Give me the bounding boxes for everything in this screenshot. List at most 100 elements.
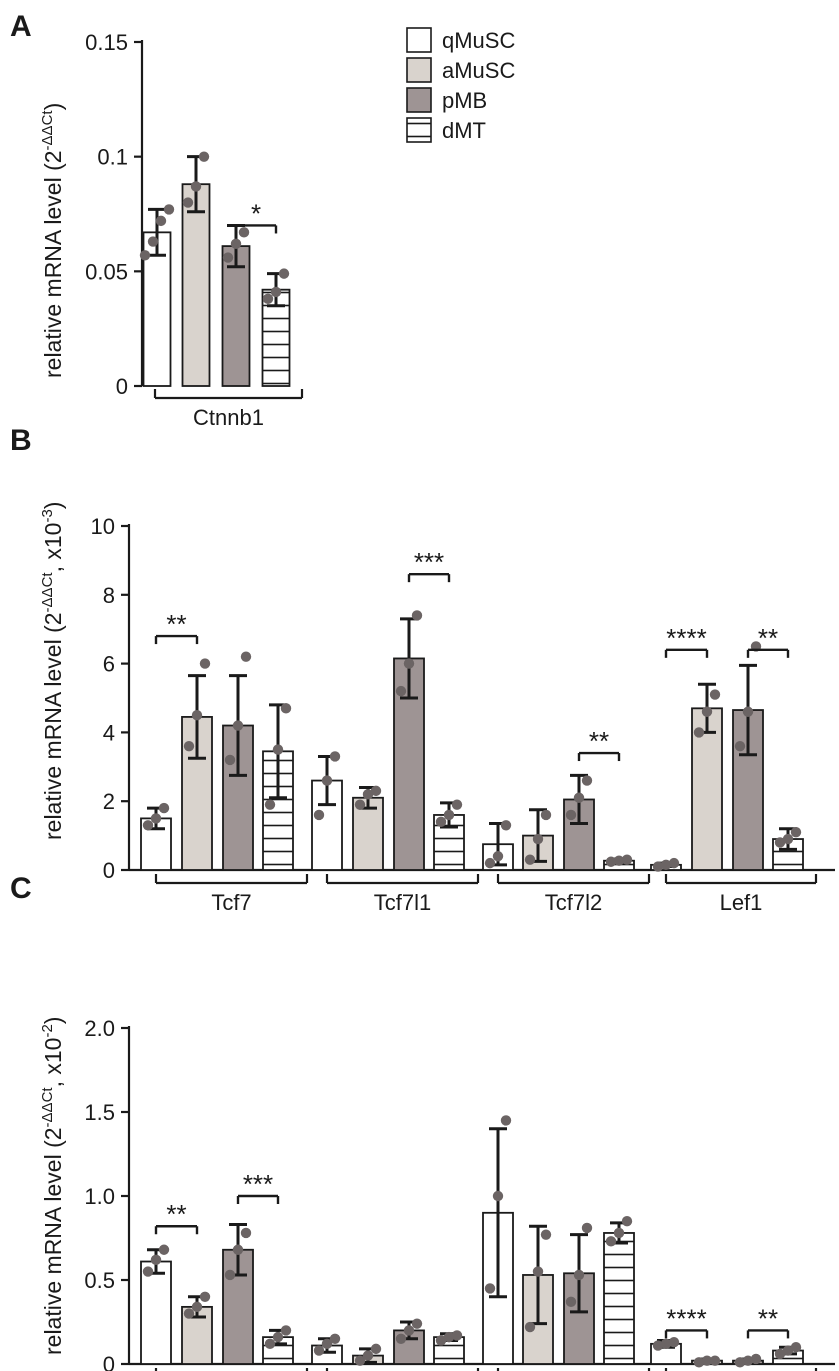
significance-label: **	[166, 1199, 186, 1229]
y-tick-label: 0.5	[84, 1268, 115, 1293]
group-label-tcf7l2: Tcf7l2	[545, 890, 602, 915]
data-point	[484, 857, 496, 869]
data-point	[183, 1308, 195, 1319]
bar-dmt	[603, 1232, 635, 1365]
y-tick-label: 2.0	[84, 1016, 115, 1041]
data-point	[199, 1291, 211, 1303]
data-point	[240, 1227, 252, 1239]
bar-amusc	[352, 796, 384, 871]
data-point	[191, 710, 203, 721]
data-point	[540, 1229, 552, 1240]
panel-letter-b: B	[10, 424, 32, 457]
data-point	[492, 851, 504, 862]
data-point	[272, 744, 284, 755]
data-point	[701, 1355, 713, 1366]
data-point	[435, 1335, 447, 1346]
data-point	[142, 1266, 154, 1277]
data-point	[150, 1254, 162, 1266]
data-point	[280, 1325, 292, 1336]
y-tick-label: 1.0	[84, 1184, 115, 1209]
data-point	[240, 651, 252, 662]
data-point	[734, 740, 746, 752]
data-point	[158, 1244, 170, 1255]
y-tick-label: 0.1	[97, 145, 128, 170]
data-point	[790, 826, 802, 838]
data-point	[605, 1236, 617, 1247]
data-point	[573, 1269, 585, 1281]
legend-swatch-pmb	[406, 87, 432, 113]
data-point	[262, 293, 274, 305]
y-tick-label: 6	[103, 652, 115, 677]
data-point	[605, 856, 617, 867]
bar-amusc	[181, 183, 211, 387]
data-point	[790, 1342, 802, 1353]
data-point	[532, 833, 544, 845]
data-point	[230, 238, 242, 250]
y-tick-label: 0	[116, 374, 128, 399]
bar-qmusc	[140, 1260, 172, 1365]
data-point	[782, 1345, 794, 1356]
data-point	[395, 685, 407, 697]
data-point	[280, 703, 292, 714]
data-point	[329, 751, 341, 762]
data-point	[264, 1338, 276, 1350]
data-point	[742, 1355, 754, 1366]
data-point	[142, 820, 154, 831]
data-point	[190, 181, 202, 192]
group-label-tcf7l1: Tcf7l1	[374, 890, 431, 915]
y-tick-label: 0.05	[85, 259, 128, 284]
legend-swatch-dmt	[406, 117, 432, 143]
data-point	[652, 861, 664, 872]
legend-label-pmb: pMB	[442, 88, 487, 113]
panel-c-chart: 00.51.01.52.0***********Tle1Tle2Tle3Tle4	[84, 1016, 835, 1371]
group-label-lef1: Lef1	[720, 890, 763, 915]
significance-label: **	[589, 726, 609, 756]
data-point	[411, 610, 423, 621]
data-point	[222, 252, 234, 263]
data-point	[451, 1330, 463, 1341]
y-tick-label: 0	[103, 1352, 115, 1371]
data-point	[313, 809, 325, 821]
data-point	[613, 855, 625, 866]
data-point	[565, 809, 577, 821]
legend-swatch-amusc	[406, 57, 432, 83]
data-point	[321, 1338, 333, 1350]
y-tick-label: 2	[103, 789, 115, 814]
data-point	[158, 802, 170, 814]
data-point	[443, 1331, 455, 1343]
data-point	[238, 227, 250, 238]
legend-label-amusc: aMuSC	[442, 58, 515, 83]
data-point	[524, 1321, 536, 1333]
data-point	[742, 706, 754, 717]
data-point	[199, 658, 211, 669]
y-tick-label: 0.15	[85, 30, 128, 55]
data-point	[500, 820, 512, 831]
y-tick-label: 4	[103, 720, 115, 745]
panel-a-chart: 0 0.05 0.1 0.15 * Ctnnb1	[85, 30, 304, 430]
data-point	[660, 1338, 672, 1350]
data-point	[362, 1350, 374, 1361]
data-point	[411, 1318, 423, 1329]
legend-label-dmt: dMT	[442, 118, 486, 143]
y-tick-label: 0	[103, 858, 115, 883]
data-point	[500, 1115, 512, 1126]
data-point	[224, 1269, 236, 1281]
y-axis-label-c: relative mRNA level (2-ΔΔCt, x10-2)	[39, 1017, 66, 1355]
data-point	[581, 775, 593, 786]
data-point	[660, 859, 672, 871]
data-point	[182, 197, 194, 208]
data-point	[147, 236, 159, 247]
data-point	[774, 837, 786, 848]
data-point	[435, 816, 447, 828]
data-point	[264, 799, 276, 810]
data-point	[321, 775, 333, 786]
group-label-ctnnb1: Ctnnb1	[193, 405, 264, 430]
data-point	[565, 1296, 577, 1308]
significance-label: ***	[243, 1169, 273, 1199]
data-point	[155, 215, 167, 227]
y-tick-label: 8	[103, 583, 115, 608]
data-point	[150, 813, 162, 824]
group-label-tcf7: Tcf7	[211, 890, 251, 915]
data-point	[621, 854, 633, 865]
